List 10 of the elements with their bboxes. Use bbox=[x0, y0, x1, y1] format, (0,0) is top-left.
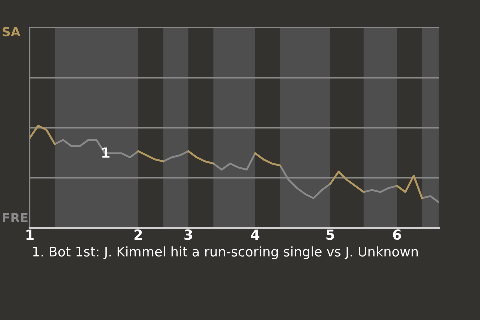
x-tick-label: 1 bbox=[26, 230, 34, 240]
text: FRE bbox=[3, 213, 28, 222]
text: 1. Bot 1st: J. Kimmel hit a run-scoring single vs J. Unknown bbox=[33, 246, 418, 260]
x-tick-label: 4 bbox=[251, 230, 260, 240]
x-tick-label: 6 bbox=[393, 230, 402, 240]
x-tick-label: 2 bbox=[134, 230, 142, 240]
text: SA bbox=[2, 27, 21, 37]
annotation: 1 bbox=[102, 148, 110, 158]
x-tick-label: 3 bbox=[184, 230, 192, 240]
x-tick-label: 5 bbox=[326, 230, 334, 240]
